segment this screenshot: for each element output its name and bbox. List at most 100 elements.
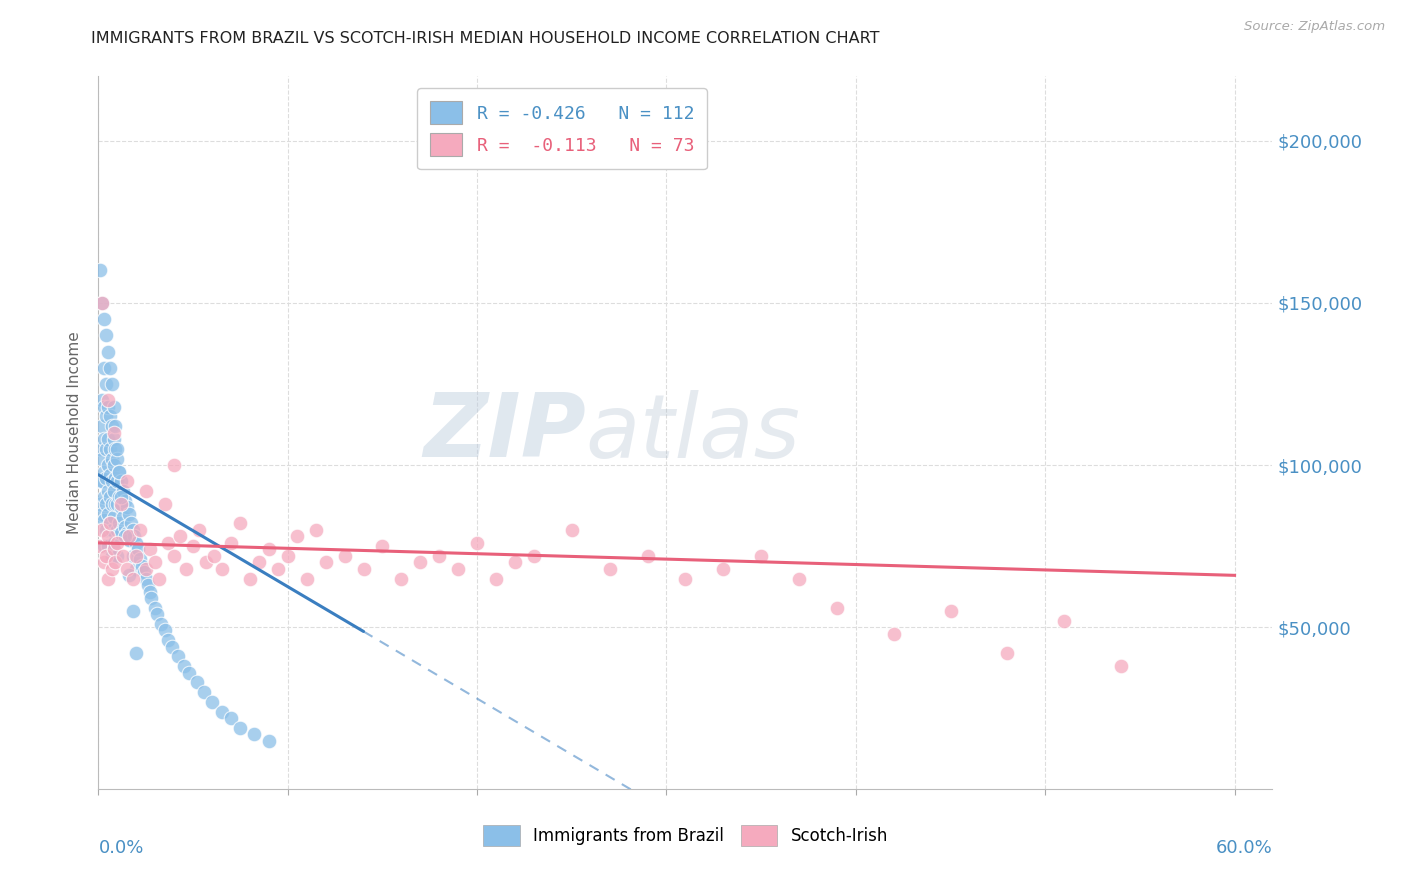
Point xyxy=(202,549,225,563)
Point xyxy=(105,523,128,537)
Point xyxy=(315,555,337,569)
Point xyxy=(98,467,121,482)
Point xyxy=(112,483,135,498)
Point xyxy=(104,419,127,434)
Point xyxy=(110,491,132,505)
Point xyxy=(97,483,120,498)
Text: ZIP: ZIP xyxy=(423,389,586,476)
Point xyxy=(89,263,111,277)
Point xyxy=(97,458,120,472)
Point xyxy=(103,510,125,524)
Point xyxy=(112,549,135,563)
Point xyxy=(195,555,218,569)
Point xyxy=(93,539,115,553)
Point xyxy=(93,432,115,446)
Point xyxy=(108,465,131,479)
Point xyxy=(285,529,308,543)
Point xyxy=(749,549,772,563)
Point xyxy=(100,562,122,576)
Point xyxy=(675,572,697,586)
Point xyxy=(118,568,141,582)
Point xyxy=(93,513,115,527)
Point xyxy=(115,500,138,515)
Point xyxy=(239,572,262,586)
Y-axis label: Median Household Income: Median Household Income xyxy=(67,331,83,534)
Point xyxy=(1109,659,1132,673)
Point xyxy=(110,500,132,515)
Point xyxy=(711,562,734,576)
Point xyxy=(100,376,122,391)
Point xyxy=(371,539,394,553)
Point xyxy=(100,419,122,434)
Point xyxy=(91,296,114,310)
Point xyxy=(157,536,180,550)
Point xyxy=(118,533,141,547)
Point xyxy=(163,549,186,563)
Point xyxy=(173,659,195,673)
Point xyxy=(91,475,114,489)
Point xyxy=(103,425,125,440)
Point xyxy=(98,442,121,456)
Point xyxy=(129,552,152,566)
Point xyxy=(141,591,163,605)
Point xyxy=(787,572,810,586)
Point xyxy=(135,562,157,576)
Point xyxy=(485,572,508,586)
Point xyxy=(108,465,131,479)
Point xyxy=(125,536,148,550)
Point xyxy=(91,419,114,434)
Point xyxy=(118,507,141,521)
Point xyxy=(94,328,117,343)
Point xyxy=(94,497,117,511)
Point xyxy=(465,536,488,550)
Point xyxy=(242,727,264,741)
Point xyxy=(447,562,470,576)
Point xyxy=(103,483,125,498)
Point xyxy=(104,555,127,569)
Point xyxy=(98,516,121,531)
Point xyxy=(94,409,117,424)
Point xyxy=(125,646,148,660)
Point xyxy=(181,539,204,553)
Point xyxy=(389,572,412,586)
Point xyxy=(91,523,114,537)
Point xyxy=(105,549,128,563)
Text: Source: ZipAtlas.com: Source: ZipAtlas.com xyxy=(1244,20,1385,33)
Point xyxy=(103,458,125,472)
Point xyxy=(93,491,115,505)
Point xyxy=(93,312,115,326)
Point xyxy=(187,523,209,537)
Point xyxy=(97,393,120,408)
Point xyxy=(115,562,138,576)
Point xyxy=(427,549,450,563)
Point xyxy=(93,465,115,479)
Point xyxy=(100,497,122,511)
Point xyxy=(91,296,114,310)
Point xyxy=(105,497,128,511)
Point xyxy=(637,549,659,563)
Point xyxy=(110,526,132,541)
Point xyxy=(995,646,1018,660)
Point xyxy=(136,578,159,592)
Point xyxy=(201,695,224,709)
Point xyxy=(229,721,252,735)
Point xyxy=(94,442,117,456)
Point xyxy=(105,451,128,466)
Point xyxy=(257,733,280,747)
Point xyxy=(143,600,166,615)
Point xyxy=(599,562,621,576)
Point xyxy=(98,491,121,505)
Text: IMMIGRANTS FROM BRAZIL VS SCOTCH-IRISH MEDIAN HOUSEHOLD INCOME CORRELATION CHART: IMMIGRANTS FROM BRAZIL VS SCOTCH-IRISH M… xyxy=(91,31,880,46)
Point xyxy=(121,572,143,586)
Point xyxy=(97,572,120,586)
Point xyxy=(89,497,111,511)
Point xyxy=(229,516,252,531)
Point xyxy=(167,649,190,664)
Point xyxy=(219,536,242,550)
Point xyxy=(219,711,242,725)
Point xyxy=(127,542,149,557)
Point xyxy=(132,565,155,579)
Point xyxy=(163,458,186,472)
Point xyxy=(105,475,128,489)
Point xyxy=(118,529,141,543)
